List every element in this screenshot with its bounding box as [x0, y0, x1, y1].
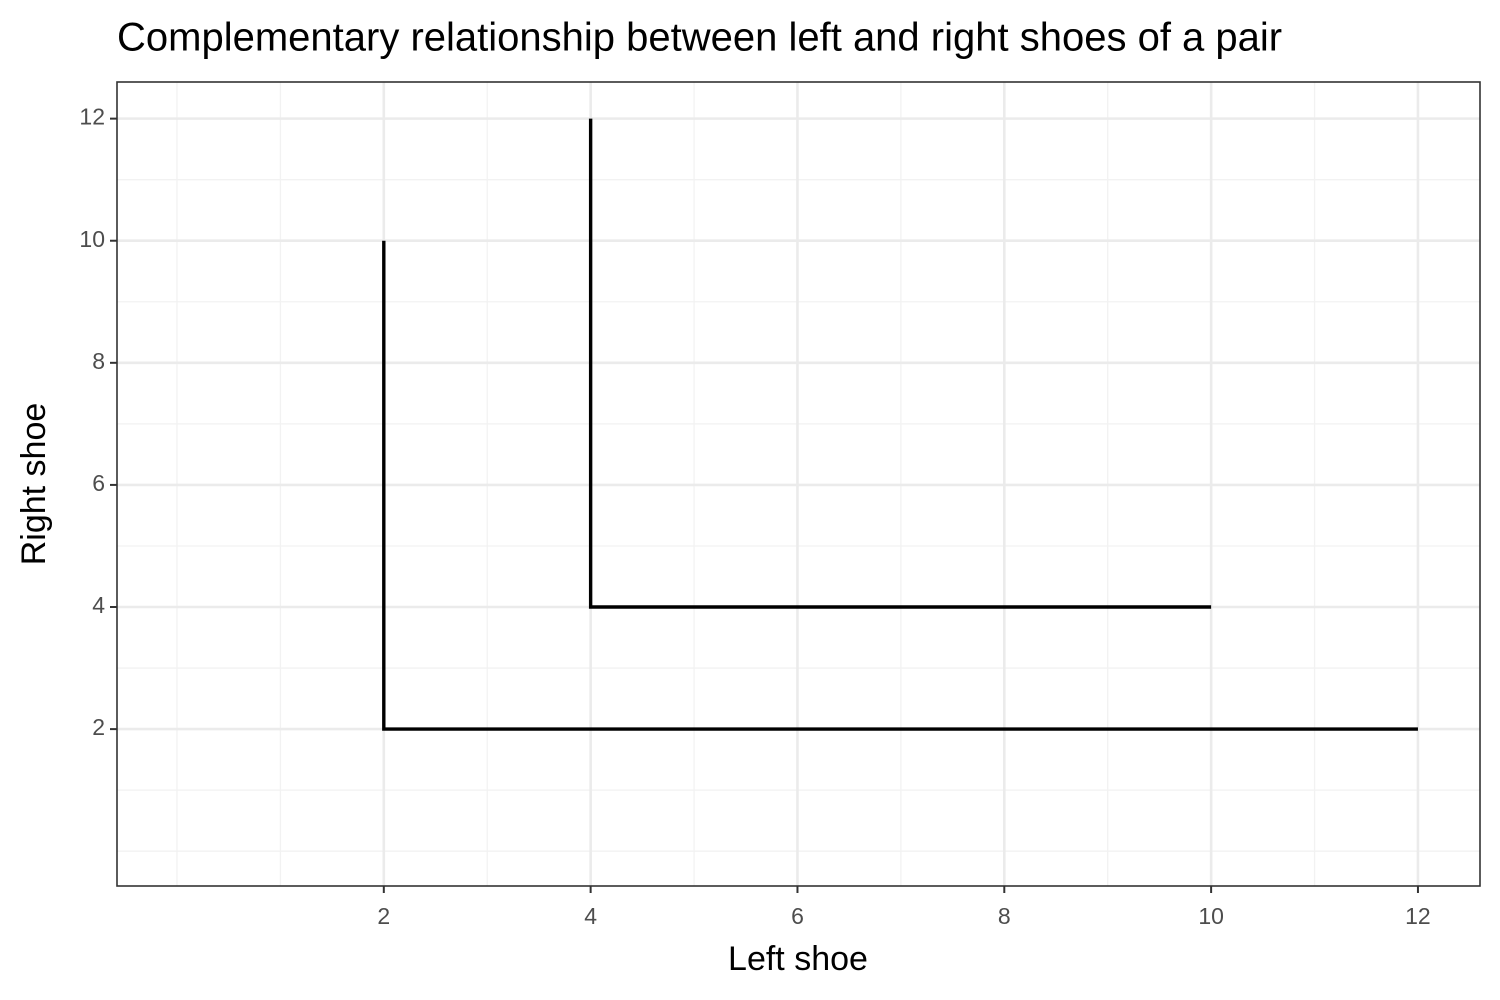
x-axis-title: Left shoe: [728, 940, 868, 978]
y-tick-label: 4: [92, 592, 105, 618]
x-tick-label: 10: [1198, 903, 1224, 929]
panel-border: [116, 81, 1481, 887]
x-tick-label: 2: [377, 903, 390, 929]
y-tick-label: 8: [92, 348, 105, 374]
line: [382, 240, 1418, 731]
chart-title: Complementary relationship between left …: [117, 16, 1282, 60]
x-tick-label: 12: [1405, 903, 1431, 929]
y-tick-label: 6: [92, 470, 105, 496]
y-tick-label: 10: [79, 226, 105, 252]
y-tick-label: 2: [92, 714, 105, 740]
x-tick-label: 6: [791, 903, 804, 929]
line: [588, 118, 1212, 609]
x-tick-label: 4: [584, 903, 597, 929]
y-tick-label: 12: [79, 104, 105, 130]
x-tick-label: 8: [998, 903, 1011, 929]
y-axis-title: Right shoe: [15, 403, 53, 566]
